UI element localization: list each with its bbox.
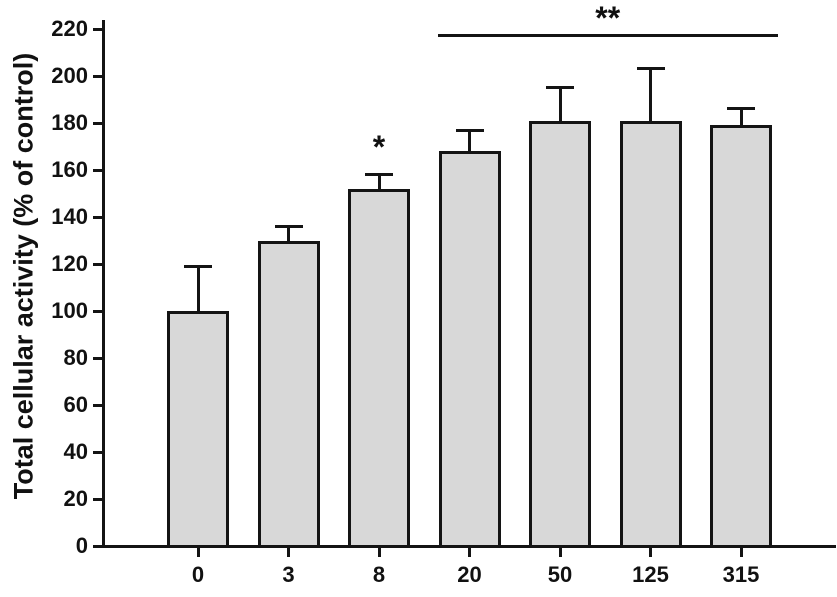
y-tick [93,544,102,548]
x-tick-label: 0 [191,562,205,587]
y-tick [93,497,102,501]
y-tick [93,403,102,407]
y-tick [93,215,102,219]
error-bar-cap [274,224,303,228]
y-tick [93,168,102,172]
x-tick-label: 3 [282,562,295,587]
y-tick-label: 220 [51,16,88,41]
error-bar-stem [287,226,290,242]
y-tick [93,309,102,313]
error-bar-stem [196,266,200,312]
y-tick-label: 100 [51,298,88,323]
bar [167,311,229,548]
error-bar-stem [558,87,562,122]
x-tick-label: 50 [547,562,573,587]
x-tick [196,548,200,557]
x-tick-label: 315 [722,562,760,587]
x-tick [649,548,652,557]
x-tick [377,548,381,557]
bar [438,151,501,548]
error-bar-cap [365,173,393,177]
y-tick-label: 40 [63,439,88,464]
x-tick [468,548,471,557]
asterisk-label: * [372,128,386,165]
bar [619,120,682,548]
y-tick-label: 60 [63,392,88,417]
error-bar-cap [546,86,574,90]
x-tick [287,548,290,557]
y-tick [93,450,102,454]
y-tick [93,356,102,360]
x-tick [558,548,562,557]
error-bar-stem [377,174,381,190]
x-tick-label: 125 [632,562,669,587]
bar [348,188,410,548]
y-tick [93,121,102,125]
y-tick-label: 0 [75,533,88,558]
y-tick-label: 120 [51,251,88,276]
error-bar-cap [184,264,212,268]
x-tick [739,548,743,557]
error-bar-stem [468,130,471,153]
y-tick-label: 160 [51,157,88,182]
x-tick-label: 20 [457,562,482,587]
y-tick [93,27,102,31]
y-tick-label: 140 [51,204,88,229]
error-bar-cap [636,67,665,71]
bar [710,125,772,548]
y-tick-label: 80 [63,345,88,370]
y-tick-label: 200 [51,63,88,88]
error-bar-stem [649,68,652,122]
y-tick [93,74,102,78]
error-bar-cap [455,128,484,132]
y-tick [93,262,102,266]
bar [529,120,591,548]
significance-line [437,34,778,37]
y-axis-line [102,20,105,548]
error-bar-stem [739,108,743,127]
error-bar-cap [727,107,755,111]
bar [257,240,320,548]
significance-label: ** [595,0,621,36]
y-tick-label: 180 [51,110,88,135]
y-tick-label: 20 [63,486,88,511]
x-tick-label: 8 [372,562,386,587]
